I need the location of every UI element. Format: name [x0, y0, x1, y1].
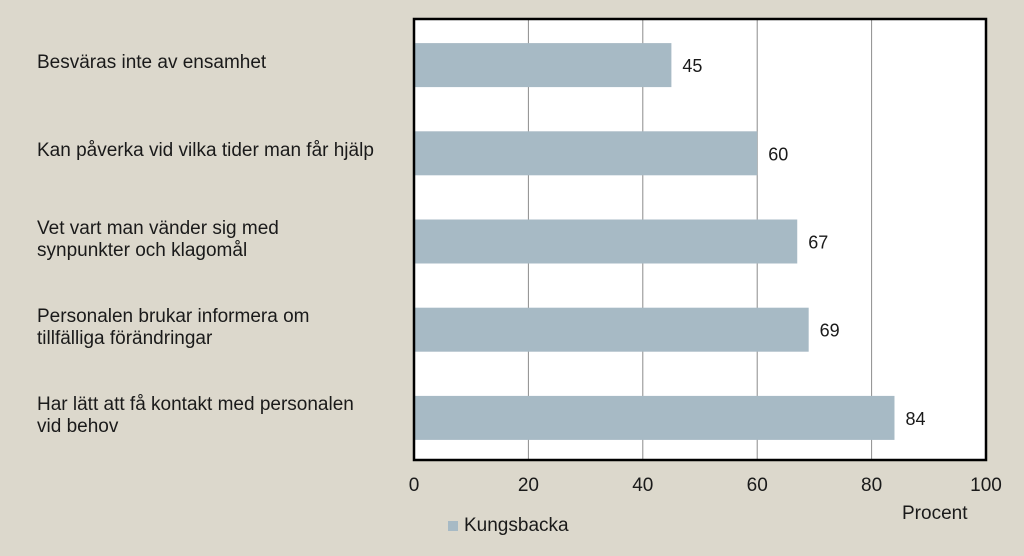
x-tick-label: 40 [632, 475, 653, 496]
category-label: Besväras inte av ensamhet [37, 52, 267, 74]
bar [414, 43, 672, 88]
category-label: Kan påverka vid vilka tider man får hjäl… [37, 140, 374, 162]
bars [414, 43, 895, 440]
x-axis-title: Procent [902, 503, 968, 524]
bar-value-label: 69 [820, 321, 840, 341]
bar [414, 219, 798, 264]
category-label: Vet vart man vänder sig med synpunkter o… [37, 217, 279, 261]
bar [414, 395, 895, 440]
value-labels: 45 60 67 69 84 [682, 56, 925, 429]
legend-label: Kungsbacka [464, 515, 569, 536]
x-tick-label: 0 [409, 475, 420, 496]
bar-value-label: 60 [768, 144, 788, 164]
bar [414, 131, 758, 176]
category-label: Personalen brukar informera om tillfälli… [37, 305, 310, 349]
legend: Kungsbacka [448, 515, 569, 537]
bar-value-label: 84 [905, 409, 925, 429]
plot-frame [412, 17, 988, 462]
x-tick-label: 80 [861, 475, 882, 496]
bar-value-label: 45 [682, 56, 702, 76]
category-label: Har lätt att få kontakt med personalen v… [37, 393, 354, 437]
x-tick-label: 60 [747, 475, 768, 496]
legend-swatch [448, 521, 458, 531]
bar [414, 307, 809, 352]
bar-value-label: 67 [808, 233, 828, 253]
x-tick-label: 20 [518, 475, 539, 496]
x-axis-ticks: 0 20 40 60 80 100 [409, 475, 1002, 496]
x-tick-label: 100 [970, 475, 1002, 496]
